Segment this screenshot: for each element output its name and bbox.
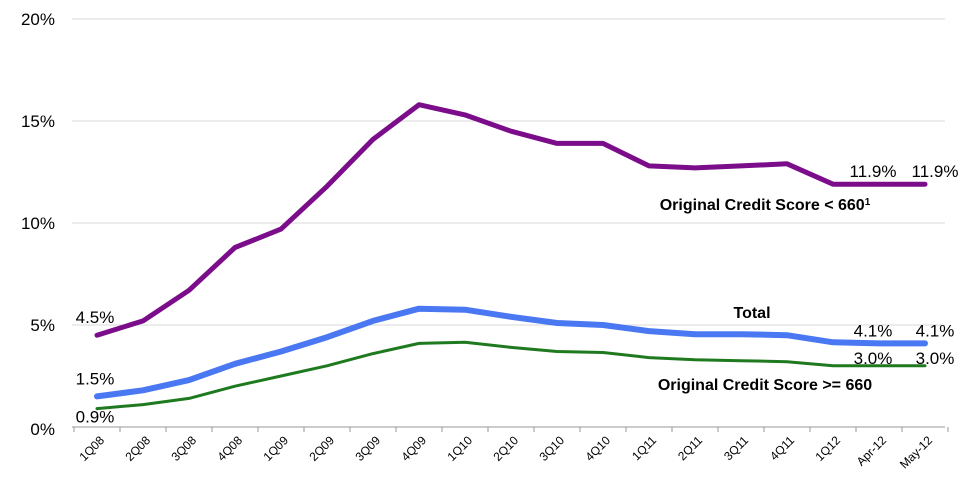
series-lines: [94, 102, 928, 411]
x-tick-label: 1Q10: [444, 433, 475, 464]
y-tick-label: 10%: [21, 214, 55, 233]
x-tick-label: 4Q08: [214, 433, 245, 464]
data-label: 3.0%: [854, 349, 893, 368]
x-tick-label: 2Q09: [306, 433, 337, 464]
y-tick-label: 5%: [30, 316, 55, 335]
series-label: Original Credit Score < 6601: [660, 197, 871, 215]
series-labels: Original Credit Score < 6601 Total Origina…: [658, 197, 872, 395]
data-label: 3.0%: [916, 349, 955, 368]
series-line: [95, 340, 927, 411]
x-tick-label: 4Q09: [398, 433, 429, 464]
y-tick-label: 20%: [21, 10, 55, 29]
data-label: 1.5%: [76, 369, 115, 388]
x-axis: 1Q08 2Q08 3Q08 4Q08 1Q09 2Q09 3Q09 4Q09 1Q10 2Q10…: [72, 426, 949, 471]
x-tick-label: 1Q08: [76, 433, 107, 464]
x-tick-label: 4Q10: [582, 433, 613, 464]
series-line: [94, 102, 928, 338]
x-tick-label: 1Q12: [812, 433, 843, 464]
series-line: [94, 305, 928, 400]
data-label: 4.1%: [854, 321, 893, 340]
x-tick-label: 1Q11: [629, 433, 659, 463]
x-tick-label: 3Q08: [168, 433, 199, 464]
x-tick-label: 2Q11: [675, 433, 705, 463]
x-tick-label: 2Q10: [490, 433, 521, 464]
y-tick-label: 15%: [21, 112, 55, 131]
data-label: 0.9%: [76, 408, 115, 427]
data-labels: 4.5% 11.9% 11.9% 1.5% 4.1% 4.1% 0.9% 3.0% 3.0%: [76, 162, 959, 426]
y-tick-label: 0%: [30, 420, 55, 439]
x-tick-label: 2Q08: [122, 433, 153, 464]
x-tick-label: 3Q10: [536, 433, 567, 464]
data-label: 4.5%: [76, 308, 115, 327]
x-tick-label: 3Q11: [721, 433, 751, 463]
data-label: 4.1%: [916, 321, 955, 340]
x-tick-label: Apr-12: [854, 433, 890, 469]
x-tick-label: 3Q09: [352, 433, 383, 464]
x-tick-label: 4Q11: [767, 433, 797, 463]
x-tick-label: 1Q09: [260, 433, 291, 464]
series-label: Original Credit Score >= 660: [658, 377, 872, 394]
x-tick-label: May-12: [897, 433, 935, 471]
gridlines: [72, 18, 945, 326]
series-label: Total: [733, 305, 770, 322]
y-axis: 0% 5% 10% 15% 20%: [21, 10, 55, 439]
data-label: 11.9%: [850, 162, 897, 181]
series-label-superscript: 1: [865, 197, 871, 208]
data-label: 11.9%: [912, 162, 959, 181]
